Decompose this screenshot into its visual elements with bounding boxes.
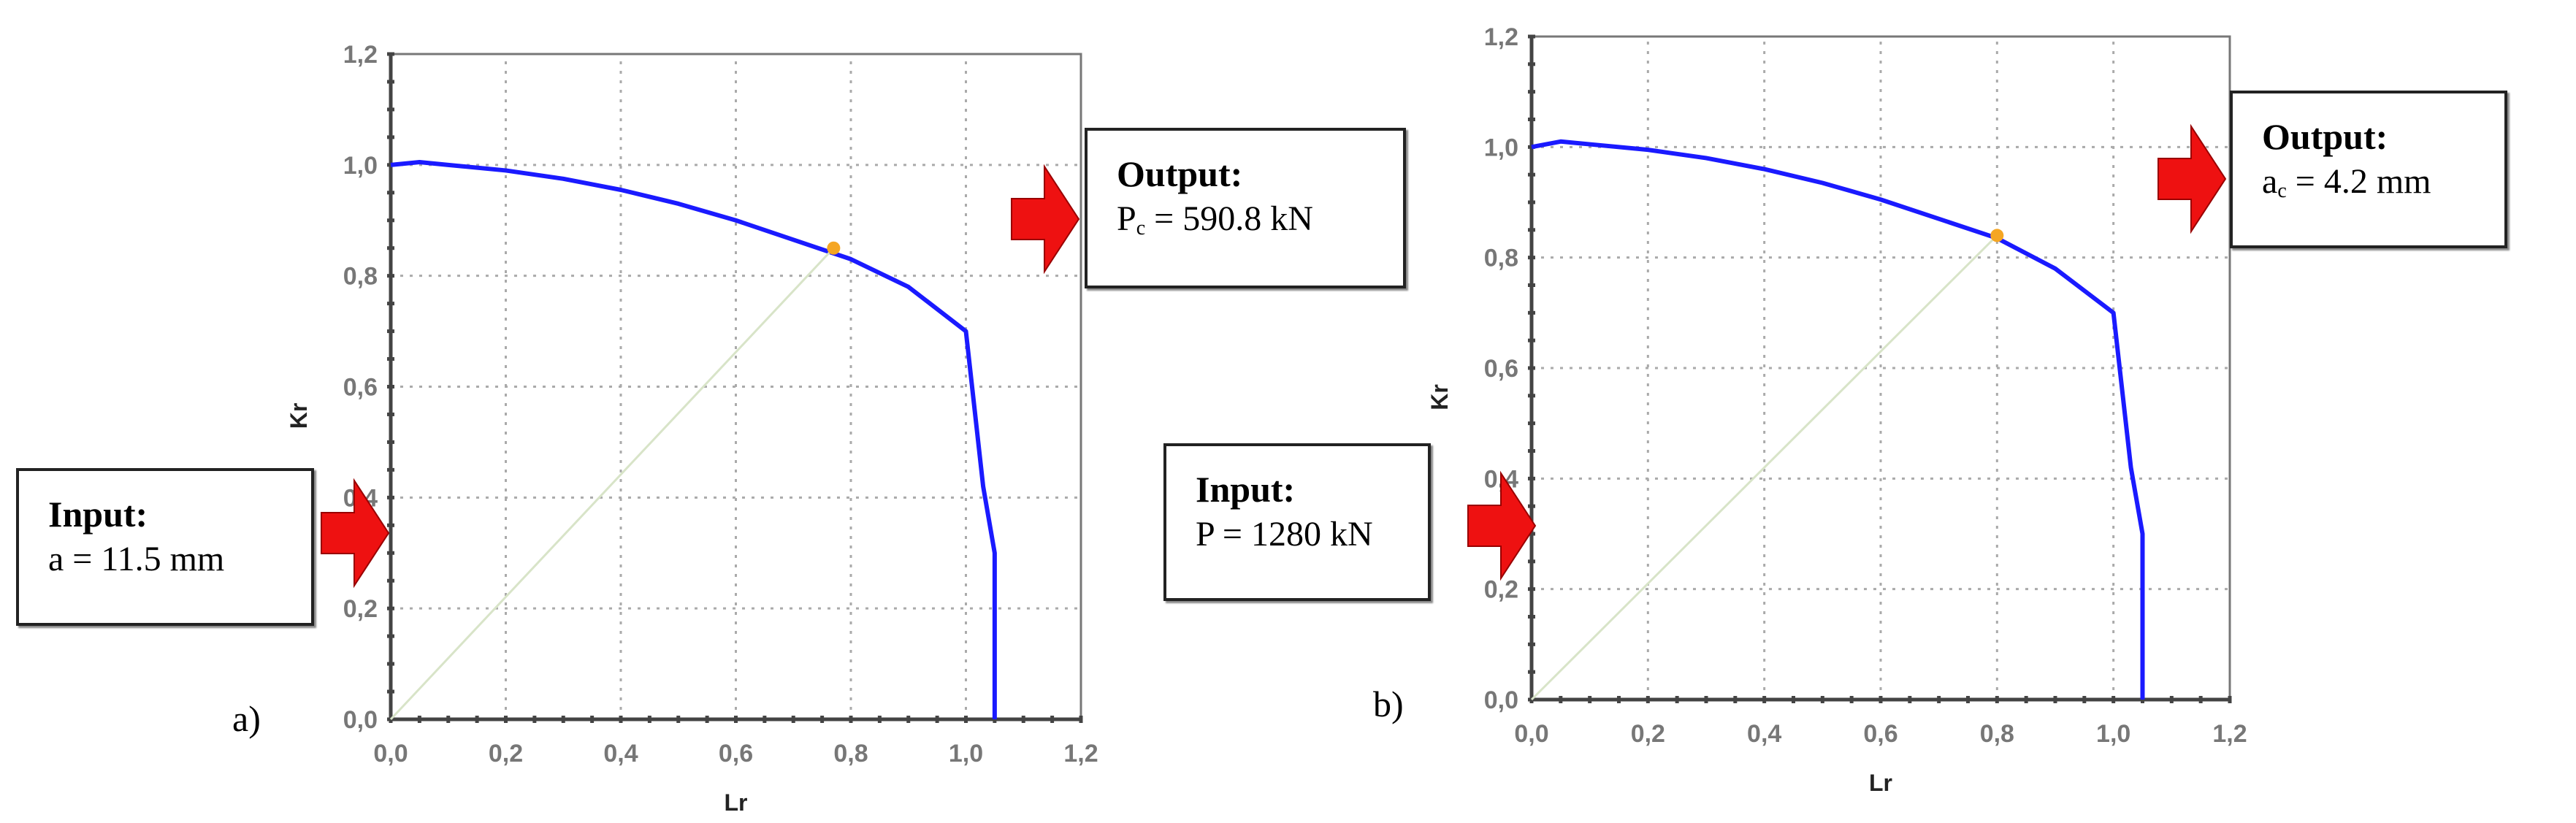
load-line	[389, 247, 835, 721]
y-axis-label: Kr	[286, 403, 312, 429]
input-arrow-icon	[1467, 470, 1537, 581]
fad-curve	[1531, 139, 2145, 700]
output-box-a: Output: Pc = 590.8 kN	[1085, 128, 1406, 288]
input-arrow-icon	[321, 478, 390, 589]
y-tick-label: 0,8	[343, 263, 378, 291]
panel-label-a: a)	[232, 698, 261, 739]
output-box-b: Output: ac = 4.2 mm	[2230, 91, 2507, 248]
x-tick-label: 0,6	[1863, 720, 1897, 748]
x-tick-label: 0,0	[373, 740, 408, 768]
y-tick-label: 0,8	[1484, 245, 1518, 272]
input-value-a: a = 11.5 mm	[48, 540, 225, 578]
x-tick-label: 1,2	[2212, 720, 2247, 748]
x-tick-label: 0,8	[1980, 720, 2014, 748]
x-tick-label: 0,2	[489, 740, 523, 768]
y-tick-label: 1,0	[1484, 134, 1518, 161]
assessment-point	[1990, 229, 2004, 242]
y-tick-label: 0,0	[343, 706, 378, 734]
output-value-b: ac = 4.2 mm	[2262, 159, 2504, 214]
output-title-a: Output:	[1117, 153, 1243, 194]
assessment-point	[827, 241, 841, 255]
output-symbol-b: a	[2262, 162, 2278, 201]
y-tick-label: 0,6	[343, 374, 378, 402]
chart-a: 0,00,20,40,60,81,01,20,00,20,40,60,81,01…	[286, 41, 1098, 816]
output-sub-b: c	[2277, 180, 2287, 202]
y-tick-label: 0,2	[343, 595, 378, 623]
output-sub-a: c	[1136, 217, 1146, 240]
x-tick-label: 0,4	[603, 740, 638, 768]
output-number-a: = 590.8 kN	[1145, 199, 1313, 238]
y-axis-label: Kr	[1426, 384, 1453, 410]
x-tick-label: 0,4	[1747, 720, 1781, 748]
output-symbol-a: P	[1117, 199, 1136, 238]
x-axis-label: Lr	[1869, 770, 1892, 796]
panel-label-b: b)	[1373, 684, 1404, 724]
output-title-b: Output:	[2262, 116, 2388, 157]
output-arrow-icon	[1011, 164, 1080, 275]
y-tick-label: 1,2	[1484, 23, 1518, 51]
output-arrow-icon	[2158, 123, 2227, 234]
y-tick-label: 0,0	[1484, 686, 1518, 714]
input-box-a: Input: a = 11.5 mm	[16, 468, 314, 626]
x-tick-label: 1,0	[2096, 720, 2130, 748]
chart-b: 0,00,20,40,60,81,01,20,00,20,40,60,81,01…	[1426, 23, 2247, 796]
load-line	[1530, 234, 1998, 701]
output-number-b: = 4.2 mm	[2286, 162, 2431, 201]
x-axis-label: Lr	[725, 789, 748, 816]
input-value-b: P = 1280 kN	[1196, 515, 1373, 554]
input-title-b: Input:	[1196, 469, 1296, 510]
x-tick-label: 0,2	[1631, 720, 1665, 748]
input-box-b: Input: P = 1280 kN	[1163, 443, 1431, 601]
output-value-a: Pc = 590.8 kN	[1117, 196, 1403, 251]
x-tick-label: 0,0	[1514, 720, 1548, 748]
x-tick-label: 0,6	[719, 740, 753, 768]
x-tick-label: 1,0	[949, 740, 983, 768]
x-tick-label: 1,2	[1063, 740, 1098, 768]
y-tick-label: 0,2	[1484, 576, 1518, 604]
y-tick-label: 1,2	[343, 41, 378, 69]
input-title-a: Input:	[48, 494, 148, 535]
fad-curve	[390, 160, 997, 719]
y-tick-label: 1,0	[343, 152, 378, 180]
x-tick-label: 0,8	[833, 740, 868, 768]
y-tick-label: 0,6	[1484, 355, 1518, 383]
